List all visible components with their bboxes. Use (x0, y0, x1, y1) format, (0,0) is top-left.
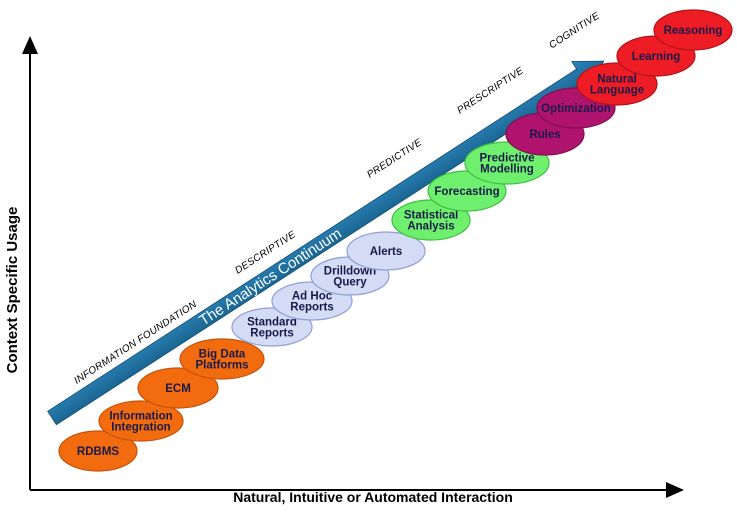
node-label-line: Reports (290, 302, 333, 314)
node-label-line: Drilldown (324, 266, 376, 278)
node-label-line: Optimization (541, 103, 611, 115)
node-label-line: Integration (111, 422, 170, 434)
stage-labels: INFORMATION FOUNDATION DESCRIPTIVE PREDI… (72, 11, 602, 387)
node-label-line: Modelling (480, 164, 534, 176)
stage-label-cognitive: COGNITIVE (547, 11, 601, 52)
node-label-line: Reports (250, 328, 293, 340)
node-ellipse (137, 367, 219, 409)
y-axis-label: Context Specific Usage (4, 207, 21, 374)
node-label-line: Predictive (480, 153, 535, 165)
node-label-line: Standard (247, 317, 297, 329)
node-reasoning: Reasoning (653, 9, 733, 51)
node-label-line: Language (590, 85, 644, 97)
node-label-line: Rules (529, 129, 560, 141)
node-label-line: Alerts (370, 246, 403, 258)
node-label-line: ECM (165, 383, 191, 395)
node-label-line: Information (109, 411, 172, 423)
analytics-continuum-arrow: The Analytics Continuum (47, 60, 605, 426)
node-label-line: RDBMS (77, 446, 119, 458)
node-label-line: Ad Hoc (292, 291, 333, 303)
node-alerts: Alerts (346, 231, 426, 271)
node-label-line: Reasoning (664, 25, 723, 37)
node-label-line: Analysis (407, 221, 454, 233)
node-label-line: Statistical (404, 210, 458, 222)
node-ellipse (391, 199, 471, 241)
node-ellipse (653, 9, 733, 51)
node-ecm: ECM (137, 367, 219, 409)
node-ellipse (179, 338, 265, 380)
x-axis-label: Natural, Intuitive or Automated Interact… (233, 489, 513, 505)
node-ellipse (346, 231, 426, 271)
node-label-line: Natural (597, 74, 637, 86)
node-rdbms: RDBMS (58, 430, 138, 472)
node-ellipse (58, 430, 138, 472)
node-ellipse (98, 400, 184, 442)
node-label-line: Platforms (195, 360, 248, 372)
node-label-line: Learning (632, 51, 681, 63)
node-label-line: Big Data (199, 349, 246, 361)
node-label-line: Query (333, 277, 367, 289)
node-label-line: Forecasting (434, 186, 499, 198)
